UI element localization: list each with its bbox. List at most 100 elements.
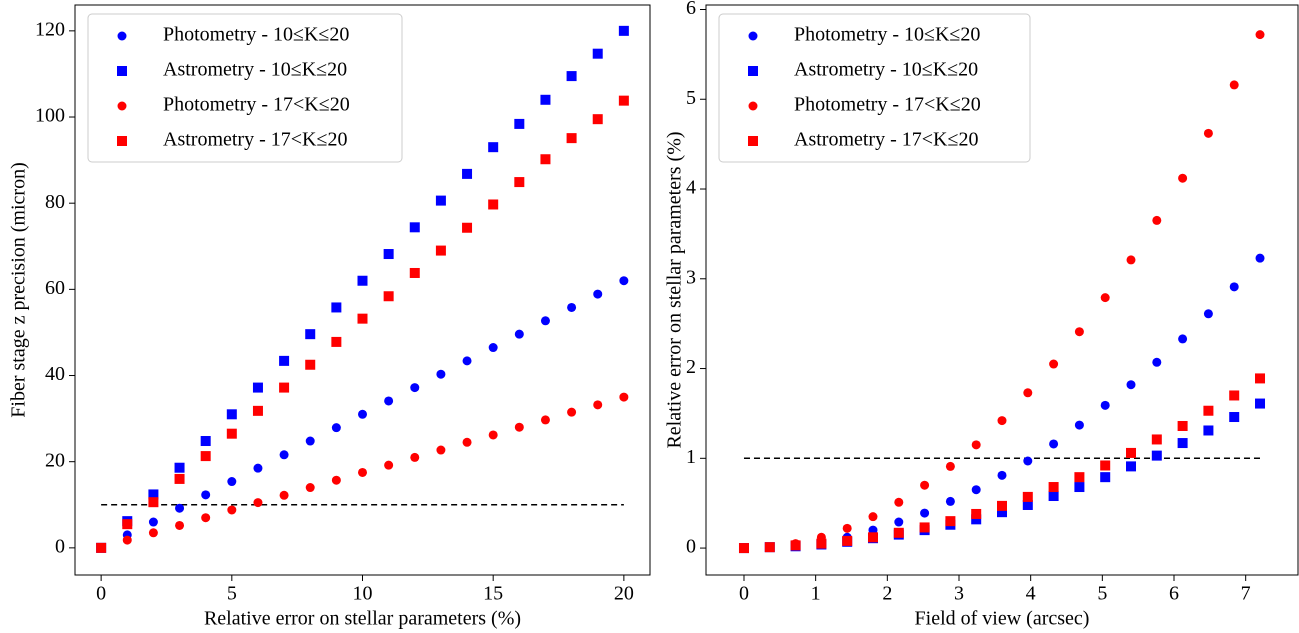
point	[435, 245, 446, 256]
y-tick-label: 20	[45, 449, 65, 471]
x-tick-label: 6	[1169, 583, 1179, 605]
point	[540, 94, 551, 105]
point	[227, 477, 237, 487]
point	[1049, 439, 1059, 449]
y-tick-label: 5	[686, 87, 696, 109]
x-axis-label: Field of view (arcsec)	[915, 608, 1090, 630]
legend-label: Astrometry - 10≤K≤20	[794, 59, 978, 81]
point	[148, 497, 159, 508]
point	[540, 316, 550, 326]
point	[462, 168, 473, 179]
point	[253, 463, 263, 473]
legend-box	[87, 13, 403, 163]
point	[1100, 293, 1110, 303]
point	[1178, 334, 1188, 344]
legend-label: Astrometry - 10≤K≤20	[163, 59, 347, 81]
x-tick-label: 4	[1026, 583, 1036, 605]
point	[357, 275, 368, 286]
point	[1074, 327, 1084, 337]
point	[567, 407, 577, 417]
point	[1126, 380, 1136, 390]
point	[1074, 472, 1085, 483]
point	[1203, 128, 1213, 138]
point	[566, 71, 577, 82]
point	[331, 302, 342, 313]
point	[488, 142, 499, 153]
point	[305, 329, 316, 340]
legend-box	[718, 13, 1031, 163]
x-tick-label: 3	[954, 583, 964, 605]
legend-label: Astrometry - 17<K≤20	[163, 129, 347, 151]
point	[920, 480, 930, 490]
point	[592, 114, 603, 125]
point	[997, 470, 1007, 480]
point	[384, 396, 394, 406]
point	[1152, 215, 1162, 225]
y-tick-label: 3	[686, 266, 696, 288]
point	[919, 522, 930, 533]
point	[540, 415, 550, 425]
point	[1203, 405, 1214, 416]
point	[1126, 447, 1137, 458]
point	[305, 436, 315, 446]
point	[252, 382, 263, 393]
legend-label: Photometry - 17<K≤20	[163, 94, 350, 116]
point	[252, 405, 263, 416]
legend: Photometry - 10≤K≤20 Astrometry - 10≤K≤20…	[718, 13, 1031, 163]
point	[384, 460, 394, 470]
point	[618, 25, 629, 36]
point	[201, 490, 211, 500]
point	[488, 199, 499, 210]
x-tick-label: 1	[811, 583, 821, 605]
x-tick-label: 15	[483, 583, 503, 605]
x-tick-label: 0	[96, 583, 106, 605]
point	[436, 369, 446, 379]
point	[175, 503, 185, 513]
legend-marker	[748, 136, 758, 146]
x-tick-label: 10	[353, 583, 373, 605]
point	[1203, 309, 1213, 319]
point	[1048, 491, 1059, 502]
point	[1151, 434, 1162, 445]
point	[305, 483, 315, 493]
point	[435, 195, 446, 206]
y-axis-label: Fiber stage z precision (micron)	[8, 162, 30, 417]
point	[1229, 282, 1239, 292]
point	[1255, 253, 1265, 263]
point	[1152, 357, 1162, 367]
legend-marker	[748, 31, 758, 41]
y-tick-label: 2	[686, 356, 696, 378]
point	[790, 540, 801, 551]
y-tick-label: 0	[686, 536, 696, 558]
y-axis-label: Relative error on stellar parameters (%)	[664, 131, 686, 448]
point	[971, 514, 982, 525]
x-tick-label: 2	[882, 583, 892, 605]
point	[357, 313, 368, 324]
point	[842, 535, 853, 546]
point	[593, 400, 603, 410]
y-tick-label: 6	[686, 0, 696, 19]
x-tick-label: 20	[614, 583, 634, 605]
point	[358, 467, 367, 477]
point	[174, 462, 185, 473]
point	[1177, 420, 1188, 431]
x-tick-label: 5	[1097, 583, 1107, 605]
point	[410, 452, 420, 462]
point	[331, 336, 342, 347]
point	[1022, 491, 1033, 502]
point	[1229, 390, 1240, 401]
point	[1255, 373, 1266, 384]
point	[227, 505, 237, 515]
point	[279, 450, 289, 460]
point	[409, 267, 420, 278]
point	[175, 520, 185, 530]
legend-marker	[117, 136, 127, 146]
point	[1023, 388, 1033, 398]
y-tick-label: 40	[45, 363, 65, 385]
point	[893, 527, 904, 538]
point	[200, 451, 211, 462]
chart-panel: 0 5 10 15 20 0 20 40 60 80 100 120 Relative error on…	[8, 4, 651, 630]
point	[593, 289, 603, 299]
